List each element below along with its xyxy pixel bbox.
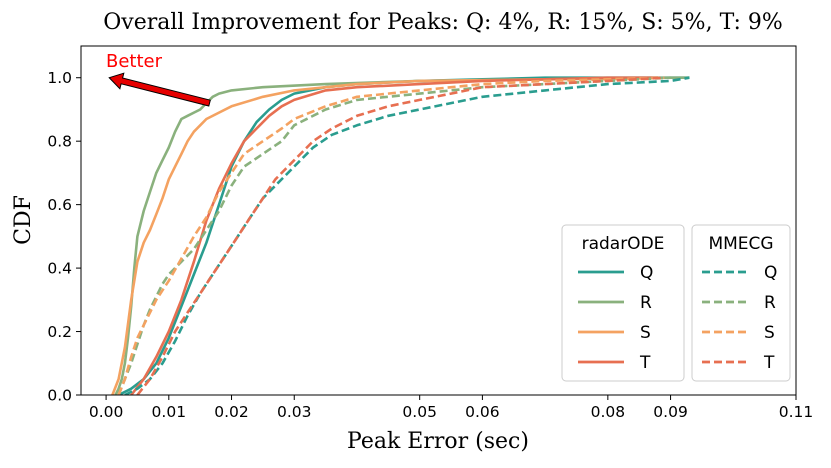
x-tick-label: 0.02 — [214, 403, 249, 421]
series-line-radarode-s — [111, 76, 659, 395]
y-tick-label: 0.0 — [47, 387, 72, 405]
x-tick-label: 0.06 — [465, 403, 500, 421]
x-tick-label: 0.01 — [152, 403, 187, 421]
series-line-mmecg-q — [124, 76, 690, 395]
chart-title: Overall Improvement for Peaks: Q: 4%, R:… — [103, 10, 783, 35]
x-tick-label: 0.09 — [653, 403, 688, 421]
y-tick-label: 0.6 — [47, 196, 72, 214]
better-arrow — [108, 72, 211, 107]
legend-label-radarode-s: S — [640, 323, 651, 343]
legend-label-radarode-t: T — [639, 353, 651, 373]
x-tick-label: 0.03 — [277, 403, 312, 421]
x-tick-label: 0.11 — [779, 403, 814, 421]
legend-label-mmecg-s: S — [764, 323, 775, 343]
legend-label-mmecg-t: T — [763, 353, 775, 373]
series-line-mmecg-s — [117, 76, 665, 395]
series-line-mmecg-t — [136, 76, 665, 395]
legend-label-mmecg-r: R — [764, 293, 776, 313]
y-axis-label: CDF — [11, 195, 36, 245]
legend-label-radarode-q: Q — [640, 263, 653, 283]
x-tick-label: 0.05 — [402, 403, 437, 421]
legend-title-mmecg: MMECG — [708, 234, 773, 254]
plot-area — [111, 76, 690, 395]
x-tick-label: 0.08 — [591, 403, 626, 421]
legend-label-radarode-r: R — [640, 293, 652, 313]
plot-frame — [80, 45, 797, 396]
x-tick-label: 0.00 — [89, 403, 124, 421]
x-axis-label: Peak Error (sec) — [347, 429, 529, 454]
legend-title-radarode: radarODE — [582, 234, 665, 254]
series-line-radarode-t — [130, 76, 658, 395]
y-tick-label: 0.8 — [47, 133, 72, 151]
y-tick-label: 0.4 — [47, 260, 72, 278]
y-tick-label: 1.0 — [47, 69, 72, 87]
legend-label-mmecg-q: Q — [764, 263, 777, 283]
y-tick-label: 0.2 — [47, 323, 72, 341]
better-annotation: Better — [106, 51, 163, 72]
series-line-radarode-r — [114, 76, 690, 395]
